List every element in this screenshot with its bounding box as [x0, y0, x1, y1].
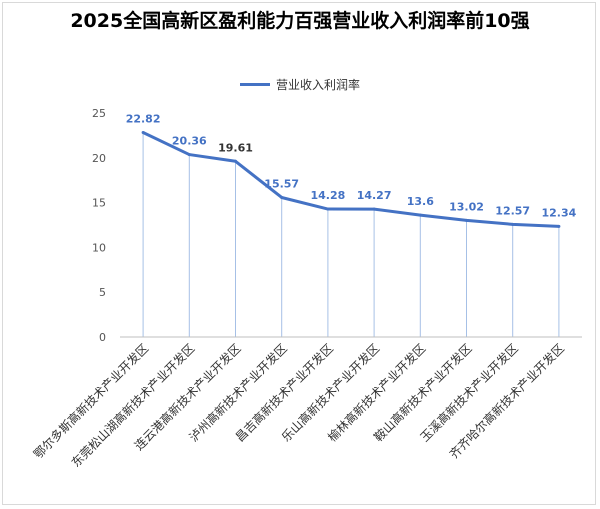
data-label: 19.61: [218, 141, 253, 154]
y-tick-label: 20: [92, 152, 106, 165]
data-label: 15.57: [264, 177, 299, 190]
data-point: [187, 153, 191, 157]
chart-title: 2025全国高新区盈利能力百强营业收入利润率前10强: [70, 10, 530, 32]
legend-line-swatch: [239, 83, 270, 86]
data-label: 14.28: [311, 189, 346, 202]
y-tick-label: 15: [92, 197, 106, 210]
data-point: [234, 159, 237, 163]
y-tick-label: 5: [99, 286, 106, 299]
data-labels: 22.82 20.36 19.61 15.57 14.28 14.27 13.6 13.02 1…: [126, 113, 577, 220]
data-point: [280, 195, 284, 199]
data-points: [141, 131, 561, 228]
data-point: [141, 131, 145, 135]
data-point: [511, 222, 515, 226]
data-point: [372, 207, 376, 211]
data-point: [557, 224, 561, 228]
data-label: 20.36: [172, 135, 207, 148]
x-axis-labels: 鄂尔多斯高新技术产业开发区东莞松山湖高新技术产业开发区连云港高新技术产业开发区泸…: [30, 341, 567, 470]
data-point: [326, 207, 330, 211]
drop-lines: [142, 132, 560, 337]
series-line: [142, 131, 559, 228]
data-label: 12.34: [542, 206, 577, 219]
y-tick-label: 10: [92, 241, 106, 254]
data-label: 12.57: [495, 204, 530, 217]
data-label: 14.27: [357, 189, 392, 202]
data-point: [418, 213, 422, 217]
data-point: [465, 218, 468, 222]
y-axis: 0 5 10 15 20 25: [92, 107, 106, 344]
data-label: 13.6: [407, 195, 434, 208]
data-label: 22.82: [126, 113, 161, 126]
data-label: 13.02: [449, 200, 484, 213]
legend-label: 营业收入利润率: [275, 78, 360, 92]
chart-frame: [2, 2, 596, 505]
legend: 营业收入利润率: [0, 76, 600, 93]
y-tick-label: 0: [99, 331, 106, 344]
y-tick-label: 25: [92, 107, 106, 120]
